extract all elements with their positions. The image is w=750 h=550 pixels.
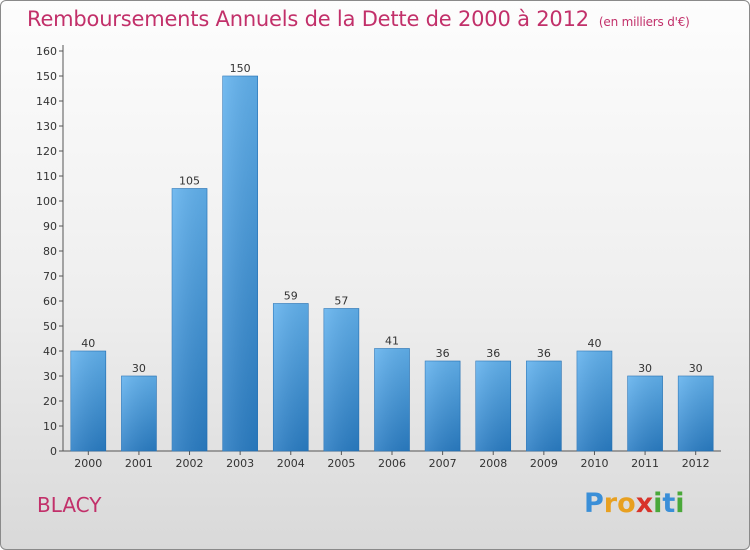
bar-value-label: 40: [587, 337, 601, 350]
y-tick-label: 130: [36, 120, 57, 133]
y-tick-label: 0: [50, 445, 57, 458]
x-tick-label: 2011: [631, 457, 659, 470]
bar-shade: [273, 303, 309, 451]
y-tick-label: 50: [43, 320, 57, 333]
y-tick-label: 10: [43, 420, 57, 433]
bar-shade: [374, 348, 410, 451]
bar-value-label: 36: [436, 347, 450, 360]
bar-value-label: 36: [537, 347, 551, 360]
bar-value-label: 105: [179, 175, 200, 188]
x-tick-label: 2001: [125, 457, 153, 470]
bar-shade: [627, 376, 663, 451]
y-tick-label: 30: [43, 370, 57, 383]
y-tick-label: 150: [36, 70, 57, 83]
bar-shade: [121, 376, 157, 451]
chart-axes: 0 10 20 30 40 50 60 70 80 90 100 110 120 130 140 150 160: [36, 45, 721, 458]
x-tick-label: 2010: [580, 457, 608, 470]
bar-shade: [323, 308, 359, 451]
logo-letter: o: [617, 488, 636, 519]
proxiti-logo: Proxiti: [584, 488, 685, 519]
logo-letter: i: [675, 488, 685, 519]
bar-value-label: 30: [689, 362, 703, 375]
bar-shade: [475, 361, 511, 451]
x-tick-label: 2002: [176, 457, 204, 470]
logo-letter: t: [662, 488, 676, 519]
bar-shade: [70, 351, 106, 451]
bar-shade: [678, 376, 714, 451]
logo-letter: r: [603, 488, 618, 519]
bar-value-label: 36: [486, 347, 500, 360]
commune-name: BLACY: [37, 493, 102, 517]
x-tick-label: 2009: [530, 457, 558, 470]
y-tick-label: 100: [36, 195, 57, 208]
bar-value-label: 41: [385, 335, 399, 348]
y-tick-label: 110: [36, 170, 57, 183]
y-tick-label: 160: [36, 45, 57, 58]
x-tick-label: 2003: [226, 457, 254, 470]
bar-shade: [222, 76, 258, 451]
bar-shade: [576, 351, 612, 451]
y-tick-label: 70: [43, 270, 57, 283]
x-tick-label: 2000: [74, 457, 102, 470]
bar-shade: [526, 361, 562, 451]
bar-shade: [172, 188, 208, 451]
bar-value-label: 40: [81, 337, 95, 350]
bar-value-label: 30: [132, 362, 146, 375]
x-tick-label: 2006: [378, 457, 406, 470]
chart-subtitle: (en milliers d'€): [598, 15, 690, 29]
bar-value-label: 150: [230, 62, 251, 75]
logo-letter: x: [635, 488, 654, 519]
logo-letter: P: [584, 488, 604, 519]
chart-bars: [70, 75, 714, 452]
y-tick-label: 90: [43, 220, 57, 233]
bar-value-label: 59: [284, 290, 298, 303]
bar-shade: [425, 361, 461, 451]
x-tick-label: 2004: [277, 457, 305, 470]
chart-labels: 2000 40 2001 30 2002 105 2003 150 2004 59 2005 57 20…: [74, 62, 709, 470]
y-tick-label: 80: [43, 245, 57, 258]
logo-letter: i: [653, 488, 663, 519]
x-tick-label: 2012: [682, 457, 710, 470]
y-tick-label: 40: [43, 345, 57, 358]
bar-value-label: 30: [638, 362, 652, 375]
bar-value-label: 57: [334, 295, 348, 308]
y-tick-label: 140: [36, 95, 57, 108]
y-tick-label: 120: [36, 145, 57, 158]
chart-title: Remboursements Annuels de la Dette de 20…: [27, 7, 690, 31]
y-tick-label: 60: [43, 295, 57, 308]
x-tick-label: 2008: [479, 457, 507, 470]
chart-title-text: Remboursements Annuels de la Dette de 20…: [27, 7, 589, 31]
y-tick-label: 20: [43, 395, 57, 408]
x-tick-label: 2005: [327, 457, 355, 470]
x-tick-label: 2007: [429, 457, 457, 470]
